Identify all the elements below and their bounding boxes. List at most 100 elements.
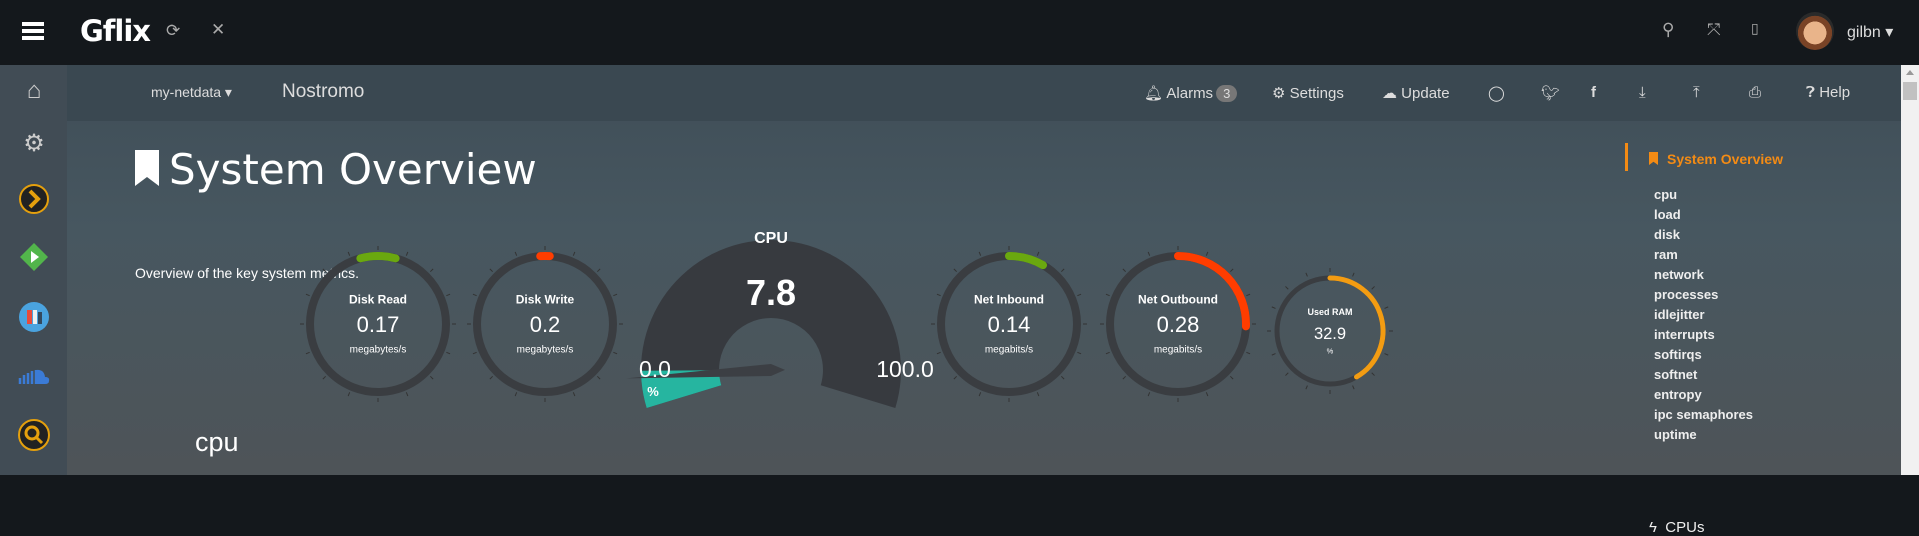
username: gilbn bbox=[1847, 24, 1881, 41]
gauge-tick bbox=[490, 269, 493, 272]
cpu-gauge-unit: % bbox=[647, 384, 659, 399]
gauge-value-arc bbox=[360, 256, 395, 258]
gauge-tick bbox=[430, 376, 433, 379]
toc-item[interactable]: processes bbox=[1654, 287, 1718, 302]
scrollbar-thumb[interactable] bbox=[1903, 82, 1917, 100]
gauge-tick bbox=[1353, 273, 1355, 277]
gauge-tick bbox=[1306, 386, 1308, 390]
gauge-tick bbox=[1230, 269, 1233, 272]
search-app-icon[interactable] bbox=[18, 419, 50, 451]
refresh-icon[interactable]: ⟳ bbox=[166, 21, 180, 41]
gauge-value: 0.2 bbox=[530, 312, 561, 337]
user-menu[interactable]: gilbn ▾ bbox=[1847, 22, 1893, 42]
gauge-tick bbox=[1306, 273, 1308, 277]
close-icon[interactable]: ✕ bbox=[211, 20, 225, 40]
gauge-tick bbox=[573, 252, 575, 256]
brand[interactable]: Gflix bbox=[80, 14, 150, 48]
toc-section-cpus[interactable]: ϟ CPUs bbox=[1649, 519, 1704, 536]
cpu-gauge-max: 100.0 bbox=[876, 356, 934, 382]
gauge-tick bbox=[937, 294, 941, 296]
toc-item[interactable]: disk bbox=[1654, 227, 1680, 242]
gauge-tick bbox=[348, 252, 350, 256]
gauge-tick bbox=[1206, 252, 1208, 256]
toc-item[interactable]: interrupts bbox=[1654, 327, 1715, 342]
gauge-tick bbox=[1385, 307, 1389, 309]
gauge-tick bbox=[1037, 392, 1039, 396]
gauge-value-arc bbox=[1009, 256, 1043, 265]
gauge-tick bbox=[1077, 352, 1081, 354]
toc-item[interactable]: ram bbox=[1654, 247, 1678, 262]
gauge-value: 0.14 bbox=[988, 312, 1031, 337]
gauge-tick bbox=[430, 269, 433, 272]
fullscreen-icon[interactable]: ⤧ bbox=[1707, 20, 1721, 40]
gauge-tick bbox=[597, 376, 600, 379]
gauge-tick bbox=[1123, 376, 1126, 379]
gauge-tick bbox=[306, 294, 310, 296]
avatar[interactable] bbox=[1796, 12, 1834, 50]
toc-item[interactable]: load bbox=[1654, 207, 1681, 222]
gauge-tick bbox=[1148, 252, 1150, 256]
gauge-unit: megabytes/s bbox=[517, 345, 574, 356]
books-icon[interactable] bbox=[18, 301, 50, 333]
gauge-value: 0.28 bbox=[1157, 312, 1200, 337]
search-icon[interactable]: ⚲ bbox=[1662, 20, 1674, 40]
toc-item[interactable]: cpu bbox=[1654, 187, 1677, 202]
gauge-tick bbox=[406, 252, 408, 256]
home-icon[interactable]: ⌂ bbox=[18, 75, 50, 107]
gauge-unit: megabits/s bbox=[1154, 345, 1202, 356]
gauge-tick bbox=[597, 269, 600, 272]
gauge-tick bbox=[1106, 352, 1110, 354]
gauge-tick bbox=[446, 294, 450, 296]
gauge-tick bbox=[1061, 269, 1064, 272]
gauge-title: Disk Read bbox=[349, 293, 407, 307]
toc-header[interactable]: System Overview bbox=[1649, 151, 1783, 167]
gauge-tick bbox=[954, 376, 957, 379]
scroll-up-arrow[interactable] bbox=[1906, 70, 1914, 75]
gauge-tick bbox=[1123, 269, 1126, 272]
gauge-tick bbox=[1353, 386, 1355, 390]
gauge-title: Used RAM bbox=[1307, 307, 1352, 317]
gauge-tick bbox=[573, 392, 575, 396]
gauge-tick bbox=[979, 252, 981, 256]
download-icon[interactable]: ⤓ bbox=[1639, 84, 1646, 101]
gauge-tick bbox=[1272, 307, 1276, 309]
upload-icon[interactable]: ⤒ bbox=[1693, 84, 1700, 101]
cpu-gauge-min: 0.0 bbox=[639, 356, 671, 382]
gauge-tick bbox=[937, 352, 941, 354]
toc-item[interactable]: uptime bbox=[1654, 427, 1697, 442]
print-icon[interactable]: ⎙ bbox=[1749, 84, 1761, 101]
gauge-value: 0.17 bbox=[357, 312, 400, 337]
toc-item[interactable]: softirqs bbox=[1654, 347, 1702, 362]
toc-section-label: CPUs bbox=[1665, 519, 1704, 536]
gauge-unit: megabytes/s bbox=[350, 345, 407, 356]
gauge-tick bbox=[979, 392, 981, 396]
question-icon: ❓︎ bbox=[1806, 84, 1815, 101]
toc-item[interactable]: network bbox=[1654, 267, 1704, 282]
cpu-gauge-title: CPU bbox=[754, 230, 788, 247]
menu-icon[interactable] bbox=[22, 22, 44, 40]
emby-icon[interactable] bbox=[18, 241, 50, 273]
gauge-tick bbox=[515, 392, 517, 396]
toc-item[interactable]: idlejitter bbox=[1654, 307, 1705, 322]
gauge-tick bbox=[473, 352, 477, 354]
gear-icon[interactable]: ⚙ bbox=[18, 127, 50, 159]
toc-item[interactable]: softnet bbox=[1654, 367, 1697, 382]
help-button[interactable]: ❓︎ Help bbox=[1806, 84, 1850, 101]
gauge-unit: % bbox=[1327, 346, 1334, 355]
translate-icon[interactable]: ▯ bbox=[1751, 20, 1759, 37]
gauge-tick bbox=[306, 352, 310, 354]
scrollbar[interactable] bbox=[1901, 65, 1919, 475]
gauge-tick bbox=[1246, 352, 1250, 354]
gauge-tick bbox=[954, 269, 957, 272]
soundcloud-icon[interactable] bbox=[18, 360, 50, 392]
toc-item[interactable]: entropy bbox=[1654, 387, 1702, 402]
gauge-tick bbox=[446, 352, 450, 354]
toc-item[interactable]: ipc semaphores bbox=[1654, 407, 1753, 422]
plex-icon[interactable] bbox=[18, 183, 50, 215]
